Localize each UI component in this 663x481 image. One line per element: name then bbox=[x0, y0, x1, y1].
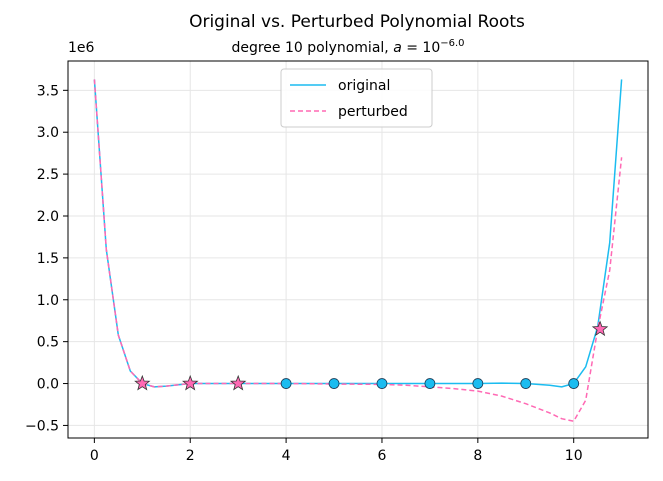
legend-perturbed-label: perturbed bbox=[338, 104, 408, 120]
y-tick-label: 3.5 bbox=[37, 83, 59, 99]
y-tick-label: 2.0 bbox=[37, 209, 59, 225]
original-root-marker bbox=[568, 378, 580, 389]
legend-box bbox=[280, 68, 433, 128]
subtitle-equals: = 10 bbox=[402, 40, 440, 56]
perturbed-root-marker bbox=[182, 374, 199, 391]
y-tick-label: −0.5 bbox=[25, 418, 59, 434]
original-root-marker bbox=[472, 378, 484, 389]
plot-area bbox=[93, 79, 623, 422]
subtitle-prefix: degree 10 polynomial, bbox=[231, 40, 393, 56]
y-tick-label: 1.5 bbox=[37, 251, 59, 267]
subtitle-variable: a bbox=[393, 40, 402, 56]
legend-original-label: original bbox=[338, 78, 390, 94]
y-offset-label: 1e6 bbox=[68, 40, 95, 56]
root-markers bbox=[134, 320, 609, 391]
y-tick-label: 2.5 bbox=[37, 167, 59, 183]
plot-frame bbox=[67, 60, 649, 439]
y-tick-label: 0.0 bbox=[37, 377, 59, 393]
chart-title: Original vs. Perturbed Polynomial Roots bbox=[189, 12, 525, 32]
perturbed-root-marker bbox=[591, 320, 609, 337]
x-tick-label: 10 bbox=[565, 448, 583, 464]
series-lines bbox=[93, 79, 623, 422]
original-root-marker bbox=[328, 378, 340, 389]
series-line-perturbed bbox=[93, 79, 623, 422]
perturbed-root-marker bbox=[229, 374, 247, 391]
original-root-marker bbox=[520, 378, 532, 389]
original-root-marker bbox=[424, 378, 436, 389]
original-root-marker bbox=[280, 378, 292, 389]
subtitle-exponent: −6.0 bbox=[440, 38, 464, 49]
y-tick-label: 3.0 bbox=[37, 125, 59, 141]
x-tick-label: 2 bbox=[186, 448, 195, 464]
x-tick-label: 8 bbox=[473, 448, 482, 464]
grid bbox=[68, 61, 648, 438]
perturbed-root-marker bbox=[134, 374, 151, 391]
y-tick-label: 0.5 bbox=[37, 335, 59, 351]
y-tick-label: 1.0 bbox=[37, 293, 59, 309]
original-root-marker bbox=[376, 378, 388, 389]
x-tick-label: 4 bbox=[282, 448, 291, 464]
x-tick-label: 0 bbox=[90, 448, 99, 464]
legend: original perturbed bbox=[280, 68, 433, 128]
y-axis: −0.5 0.0 0.5 1.0 1.5 2.0 2.5 3.0 3.5 bbox=[25, 83, 68, 434]
x-tick-label: 6 bbox=[378, 448, 387, 464]
chart-subtitle: degree 10 polynomial, a = 10−6.0 bbox=[231, 38, 464, 56]
x-axis: 0 2 4 6 8 10 bbox=[90, 438, 583, 464]
